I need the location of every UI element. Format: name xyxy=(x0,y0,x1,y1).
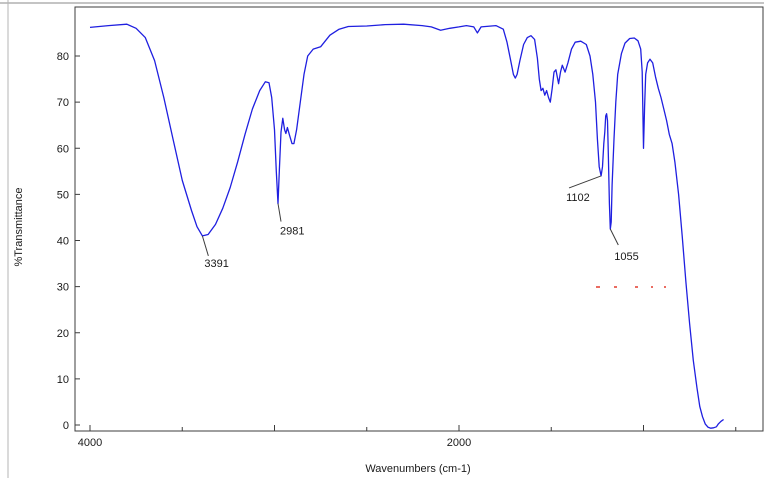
x-axis: 4000 2000 xyxy=(78,425,736,449)
x-tick-label: 4000 xyxy=(78,437,102,449)
y-tick-label: 70 xyxy=(57,97,69,109)
y-axis-title: %Transmittance xyxy=(13,187,25,266)
y-tick-label: 50 xyxy=(57,189,69,201)
y-tick-label: 60 xyxy=(57,143,69,155)
y-tick-label: 30 xyxy=(57,282,69,294)
peak-leader-line xyxy=(202,236,208,256)
y-tick-label: 0 xyxy=(63,420,69,432)
series-layer xyxy=(90,24,724,428)
peak-leader-line xyxy=(569,176,601,188)
annotation-layer: 3391 2981 1102 1055 xyxy=(202,176,638,270)
peak-leader-line xyxy=(610,229,618,245)
x-axis-title: Wavenumbers (cm-1) xyxy=(365,463,470,475)
y-tick-label: 20 xyxy=(57,328,69,340)
peak-label: 1102 xyxy=(566,192,590,204)
y-axis: 0 10 20 30 40 50 60 70 80 xyxy=(57,51,80,432)
peak-label: 2981 xyxy=(280,226,304,238)
x-tick-label: 2000 xyxy=(447,437,471,449)
spectrum-line xyxy=(90,24,724,428)
peak-leader-line xyxy=(278,204,281,222)
plot-frame xyxy=(75,7,763,431)
y-tick-label: 80 xyxy=(57,51,69,63)
y-tick-label: 40 xyxy=(57,236,69,248)
peak-label: 1055 xyxy=(614,251,638,263)
y-tick-label: 10 xyxy=(57,374,69,386)
peak-label: 3391 xyxy=(204,258,228,270)
